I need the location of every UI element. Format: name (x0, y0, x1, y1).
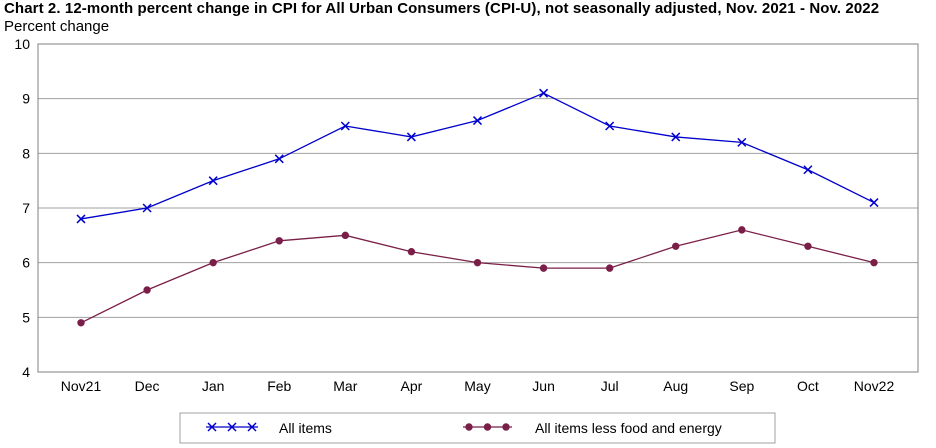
data-point (869, 198, 879, 208)
x-tick-label: Sep (729, 378, 754, 394)
x-marker-stroke (539, 88, 549, 98)
data-point (539, 264, 548, 272)
x-tick-label: Nov21 (61, 378, 102, 394)
y-tick-label: 6 (22, 255, 30, 271)
data-point (274, 154, 284, 164)
x-marker-stroke (274, 154, 284, 164)
x-tick-label: Oct (797, 378, 819, 394)
x-marker-stroke (605, 121, 615, 131)
x-tick-label: Jan (202, 378, 225, 394)
data-point (672, 242, 680, 250)
series-line (80, 92, 875, 220)
plot-frame (37, 43, 919, 373)
series-1 (76, 88, 879, 224)
legend-label: All items (279, 420, 332, 436)
legend-marker (465, 423, 473, 431)
legend-item-1: All items (206, 420, 332, 436)
data-point (605, 121, 615, 131)
x-marker-stroke (207, 422, 217, 432)
x-marker-stroke (142, 203, 152, 213)
y-axis-label: Percent change (4, 18, 110, 35)
data-point (407, 248, 416, 256)
data-point (275, 237, 283, 245)
data-point (77, 319, 85, 327)
data-point (539, 88, 549, 98)
x-tick-label: Feb (267, 378, 291, 394)
x-tick-label: Aug (663, 378, 688, 394)
x-marker-stroke (671, 132, 681, 142)
y-tick-label: 10 (14, 36, 30, 52)
legend-marker (247, 422, 257, 432)
data-point (208, 176, 218, 186)
x-tick-label: Dec (135, 378, 160, 394)
x-tick-label: Jun (532, 378, 555, 394)
data-point (209, 258, 217, 267)
data-point (671, 132, 681, 142)
data-point (605, 264, 614, 272)
x-tick-label: Nov22 (854, 378, 895, 394)
x-marker-stroke (76, 214, 86, 224)
x-marker-stroke (472, 116, 483, 126)
legend: All items All items less food and energy (179, 412, 776, 444)
legend-item-2: All items less food and energy (463, 420, 722, 436)
y-tick-label: 8 (22, 145, 30, 161)
gridlines (38, 43, 918, 318)
legend-marker (502, 423, 510, 431)
x-marker-stroke (737, 137, 747, 147)
data-point (76, 214, 86, 224)
x-tick-label: Apr (401, 378, 423, 394)
x-tick-label: Jul (601, 378, 619, 394)
data-point (737, 137, 747, 147)
x-marker-stroke (803, 165, 813, 175)
x-tick-label: Mar (333, 378, 357, 394)
legend-label: All items less food and energy (535, 420, 722, 436)
data-point (870, 258, 878, 267)
legend-marker (207, 422, 217, 432)
series-lines (76, 88, 879, 327)
data-point (340, 121, 350, 131)
data-point (472, 116, 483, 126)
x-tick-label: May (464, 378, 490, 394)
data-point (473, 258, 482, 267)
x-marker-stroke (208, 176, 218, 186)
data-point (803, 165, 813, 175)
y-tick-label: 9 (22, 91, 30, 107)
legend-marker (227, 422, 237, 432)
x-marker-stroke (227, 422, 237, 432)
y-tick-label: 7 (22, 200, 30, 216)
x-marker-stroke (869, 198, 879, 208)
data-point (738, 226, 746, 234)
data-point (406, 132, 416, 142)
series-line (80, 229, 875, 324)
legend-marker (483, 423, 492, 431)
x-marker-stroke (340, 121, 350, 131)
chart-title: Chart 2. 12-month percent change in CPI … (4, 0, 880, 17)
legend-box (179, 412, 776, 444)
x-marker-stroke (406, 132, 416, 142)
x-marker-stroke (247, 422, 257, 432)
y-tick-label: 4 (22, 364, 30, 380)
data-point (341, 231, 350, 240)
series-2 (77, 226, 878, 327)
data-point (804, 242, 812, 250)
data-point (143, 286, 151, 294)
data-point (142, 203, 152, 213)
axes: 4 5 6 7 8 9 10 Nov21 Dec Jan Feb Mar Apr May Jun Jul Aug… (14, 36, 919, 394)
y-tick-label: 5 (22, 309, 30, 325)
